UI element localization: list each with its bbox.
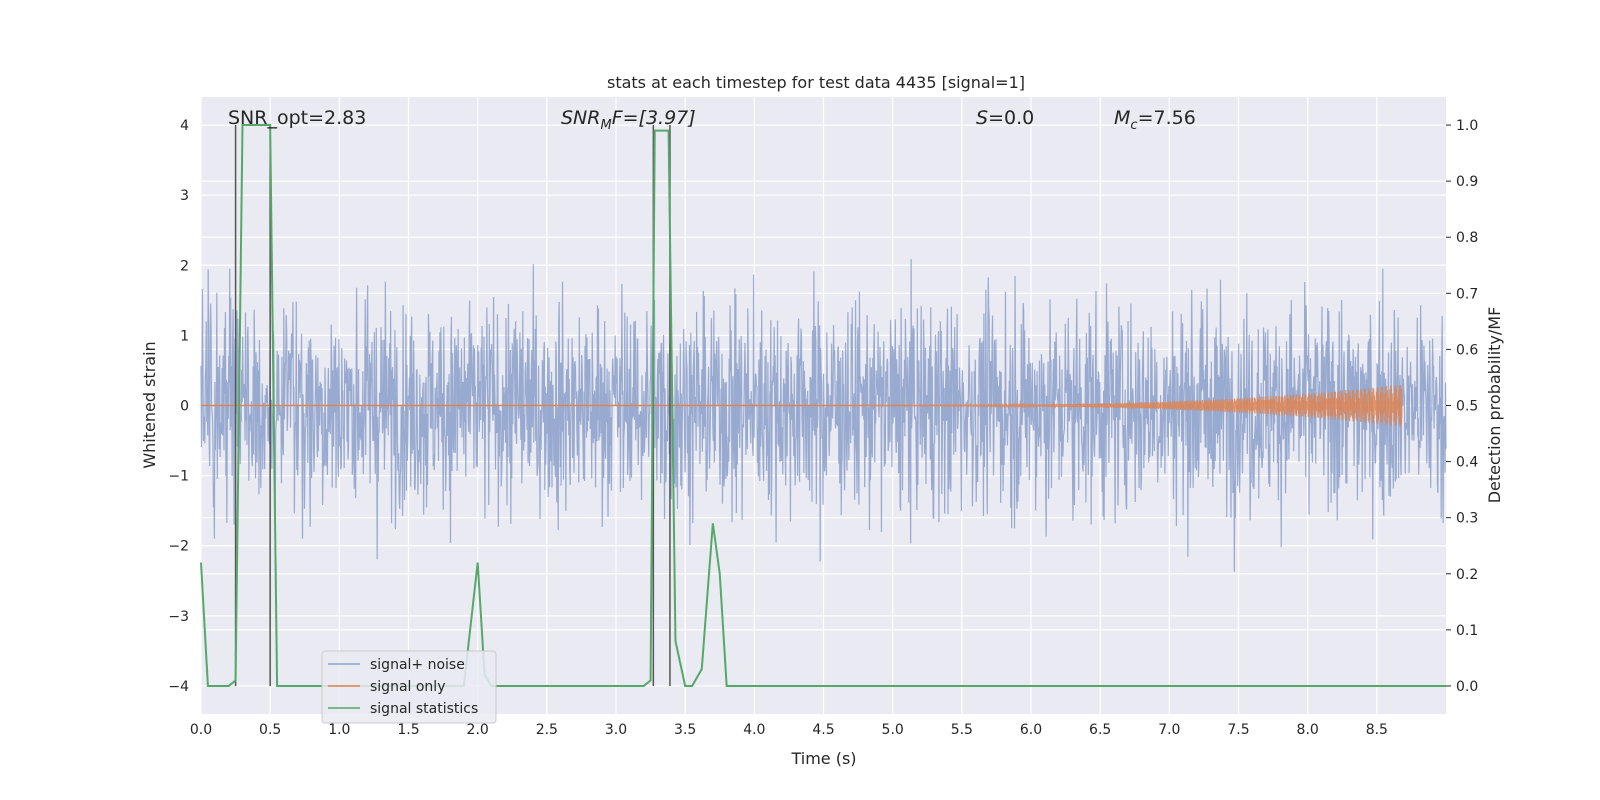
y2-tick-label: 0.9 <box>1456 174 1478 190</box>
x-tick-label: 8.0 <box>1297 722 1319 738</box>
y2-tick-label: 0.4 <box>1456 455 1478 471</box>
noise-line <box>200 259 1447 572</box>
y-tick-label: −2 <box>168 539 189 555</box>
x-tick-label: 0.0 <box>190 722 212 738</box>
x-tick-label: 6.5 <box>1089 722 1111 738</box>
snr-mf-base: SNR <box>561 107 600 129</box>
y-axis-label: Whitened strain <box>140 341 159 468</box>
x-axis-label: Time (s) <box>790 749 856 768</box>
x-tick-label: 3.5 <box>674 722 696 738</box>
y2-tick-label: 0.5 <box>1456 399 1478 415</box>
y-tick-label: 0 <box>180 399 189 415</box>
y-tick-label: −4 <box>168 679 189 695</box>
y-tick-label: 2 <box>180 258 189 274</box>
legend-label-noise: signal+ noise <box>370 657 465 673</box>
y2-tick-label: 0.2 <box>1456 567 1478 583</box>
annotation-snr-mf: SNRMF=[3.97] <box>561 107 696 133</box>
s-rest: =0.0 <box>988 107 1034 129</box>
s-italic: S <box>976 107 988 129</box>
annotation-mc: Mc=7.56 <box>1114 107 1196 133</box>
series-signal-only <box>201 384 1403 427</box>
legend-label-signal: signal only <box>370 679 445 695</box>
x-tick-label: 8.5 <box>1366 722 1388 738</box>
mc-rest: =7.56 <box>1138 107 1196 129</box>
series-signal-statistics <box>200 124 1446 687</box>
y2-tick-label: 0.3 <box>1456 511 1478 527</box>
x-tick-label: 2.5 <box>536 722 558 738</box>
y-tick-label: −1 <box>168 469 189 485</box>
x-tick-label: 1.0 <box>328 722 350 738</box>
y-tick-label: 1 <box>180 328 189 344</box>
x-tick-label: 7.5 <box>1227 722 1249 738</box>
x-tick-label: 2.0 <box>467 722 489 738</box>
y2-tick-label: 1.0 <box>1456 118 1478 134</box>
stats-line <box>200 124 1446 687</box>
y2-tick-label: 0.0 <box>1456 679 1478 695</box>
y-tick-label: 4 <box>180 118 189 134</box>
x-tick-label: 1.5 <box>397 722 419 738</box>
y2-axis-ticks: 1.0 0.9 0.8 0.7 0.6 0.5 0.4 0.3 0.2 0.1 0.0 <box>1446 118 1478 695</box>
annotation-s: S=0.0 <box>976 107 1034 129</box>
x-tick-label: 5.0 <box>882 722 904 738</box>
chart-title: stats at each timestep for test data 443… <box>607 73 1025 92</box>
x-tick-label: 7.0 <box>1158 722 1180 738</box>
x-tick-label: 0.5 <box>259 722 281 738</box>
snr-mf-rest: F=[3.97] <box>612 107 696 129</box>
snr-mf-sub: M <box>600 118 611 133</box>
series-signal-noise <box>200 259 1447 572</box>
x-tick-label: 4.0 <box>743 722 765 738</box>
chirp-line <box>864 384 1403 427</box>
y-tick-label: −3 <box>168 609 189 625</box>
x-tick-label: 6.0 <box>1020 722 1042 738</box>
mc-base: M <box>1114 107 1130 129</box>
legend-box <box>321 650 497 724</box>
legend-label-stats: signal statistics <box>370 701 478 717</box>
y-axis-ticks: 4 3 2 1 0 −1 −2 −3 −4 <box>168 118 189 695</box>
x-axis-ticks: 0.0 0.5 1.0 1.5 2.0 2.5 3.0 3.5 4.0 4.5 5.0 5.5 6.0 6… <box>190 722 1388 738</box>
y2-tick-label: 0.1 <box>1456 623 1478 639</box>
x-tick-label: 3.0 <box>605 722 627 738</box>
legend: signal+ noise signal only signal statist… <box>321 650 497 724</box>
y-tick-label: 3 <box>180 188 189 204</box>
mc-sub: c <box>1130 118 1137 133</box>
x-tick-label: 5.5 <box>951 722 973 738</box>
y2-tick-label: 0.6 <box>1456 342 1478 358</box>
y2-tick-label: 0.8 <box>1456 230 1478 246</box>
y2-axis-label: Detection probability/MF <box>1485 307 1504 504</box>
annotation-snr-opt: SNR_opt=2.83 <box>228 107 366 129</box>
x-tick-label: 4.5 <box>812 722 834 738</box>
y2-tick-label: 0.7 <box>1456 286 1478 302</box>
